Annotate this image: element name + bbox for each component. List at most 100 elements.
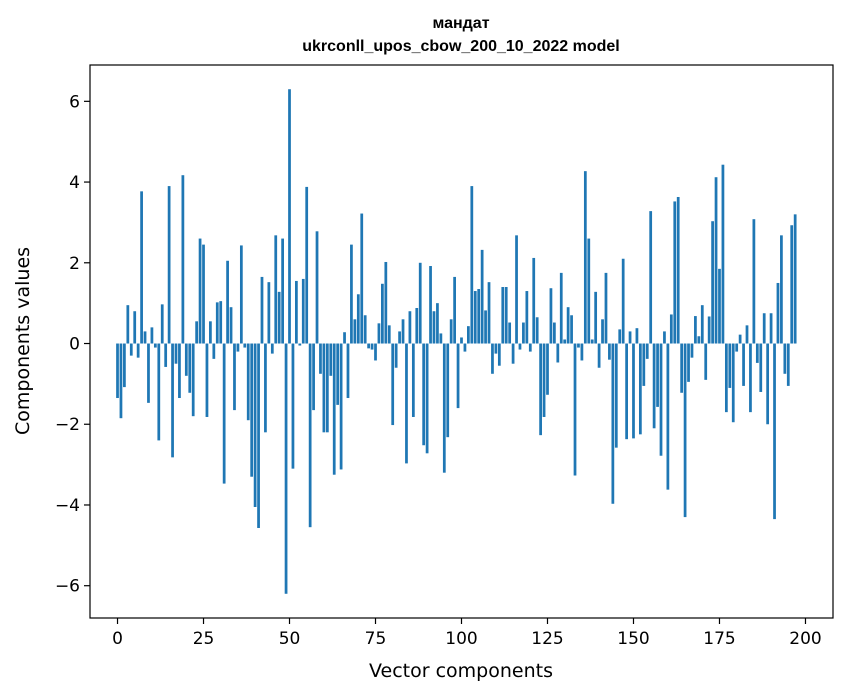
bar-124 xyxy=(542,343,546,417)
bar-42 xyxy=(260,276,264,344)
bar-89 xyxy=(422,343,426,446)
bar-101 xyxy=(463,343,467,352)
bar-29 xyxy=(215,302,219,344)
bar-187 xyxy=(759,343,763,392)
x-axis: 0 25 50 75 100 125 150 175 200 xyxy=(112,618,822,649)
bar-125 xyxy=(546,343,549,395)
bar-5 xyxy=(133,311,137,344)
bar-178 xyxy=(728,343,732,388)
y-tick-label: 2 xyxy=(69,254,80,274)
y-tick-label: 6 xyxy=(69,92,80,112)
bar-86 xyxy=(411,343,415,417)
bar-157 xyxy=(656,343,659,407)
bar-132 xyxy=(570,315,573,344)
bar-189 xyxy=(766,343,770,425)
bar-76 xyxy=(377,323,381,344)
bar-92 xyxy=(432,311,436,344)
bar-166 xyxy=(687,343,690,382)
bar-13 xyxy=(160,304,164,344)
y-tick-label: 0 xyxy=(69,335,80,355)
x-tick-label: 100 xyxy=(445,629,477,649)
bar-121 xyxy=(532,257,536,344)
bar-191 xyxy=(773,343,776,520)
bar-17 xyxy=(174,343,178,364)
bar-9 xyxy=(147,343,150,403)
bar-72 xyxy=(363,315,367,344)
bar-6 xyxy=(136,343,140,358)
bar-159 xyxy=(663,331,666,344)
bar-168 xyxy=(694,316,697,344)
bar-47 xyxy=(277,291,281,344)
bar-164 xyxy=(680,343,684,393)
bar-59 xyxy=(319,343,322,374)
bar-0 xyxy=(116,343,119,399)
bar-75 xyxy=(374,343,377,361)
bar-111 xyxy=(497,343,501,366)
bar-35 xyxy=(236,343,240,352)
bar-130 xyxy=(563,339,567,344)
y-axis: −6 −4 −2 0 2 4 6 xyxy=(55,92,90,597)
bar-150 xyxy=(632,343,635,439)
bar-169 xyxy=(697,336,701,344)
bar-4 xyxy=(129,343,133,356)
bar-153 xyxy=(642,343,646,386)
bar-194 xyxy=(783,343,787,374)
bar-109 xyxy=(491,343,494,374)
bar-49 xyxy=(284,343,288,594)
bar-78 xyxy=(384,261,388,344)
bar-91 xyxy=(429,266,432,344)
bar-116 xyxy=(515,235,518,344)
bar-81 xyxy=(394,343,398,368)
bar-27 xyxy=(209,321,212,344)
bar-141 xyxy=(601,319,604,344)
bar-129 xyxy=(559,272,563,344)
bar-84 xyxy=(405,343,408,464)
bar-94 xyxy=(439,333,443,344)
bar-61 xyxy=(325,343,329,433)
bar-184 xyxy=(749,343,752,413)
bar-163 xyxy=(676,196,680,344)
bar-80 xyxy=(391,343,395,426)
bar-131 xyxy=(566,307,570,344)
bar-114 xyxy=(508,322,512,344)
bar-68 xyxy=(350,244,353,344)
bar-174 xyxy=(714,177,718,344)
bar-190 xyxy=(769,313,773,344)
bar-26 xyxy=(205,343,209,417)
bar-143 xyxy=(608,343,611,360)
bar-90 xyxy=(425,343,429,454)
bar-185 xyxy=(752,219,756,344)
bar-196 xyxy=(790,225,794,344)
bar-53 xyxy=(298,343,302,346)
bar-19 xyxy=(181,175,185,344)
x-tick-label: 125 xyxy=(531,629,563,649)
bar-69 xyxy=(353,319,357,344)
bar-40 xyxy=(253,343,257,507)
bar-85 xyxy=(408,311,412,344)
bar-36 xyxy=(239,245,243,344)
bar-193 xyxy=(780,235,783,344)
bar-20 xyxy=(184,343,188,376)
bar-65 xyxy=(339,343,343,470)
bar-66 xyxy=(343,332,346,344)
bar-70 xyxy=(356,294,360,344)
y-tick-label: −4 xyxy=(55,496,80,516)
bar-188 xyxy=(762,313,766,344)
bar-155 xyxy=(649,211,653,344)
y-tick-label: −2 xyxy=(55,415,80,435)
bar-67 xyxy=(346,343,350,399)
bar-179 xyxy=(731,343,735,423)
x-tick-label: 150 xyxy=(617,629,649,649)
bar-102 xyxy=(467,326,470,344)
bar-138 xyxy=(590,339,594,344)
bar-146 xyxy=(618,329,622,344)
bar-55 xyxy=(305,186,309,344)
bar-98 xyxy=(453,276,456,344)
bar-18 xyxy=(178,343,181,399)
bar-32 xyxy=(226,260,229,344)
bar-139 xyxy=(594,291,598,344)
y-axis-label: Components values xyxy=(12,247,34,435)
bar-37 xyxy=(243,343,247,348)
x-tick-label: 0 xyxy=(112,629,123,649)
bar-34 xyxy=(233,343,236,411)
